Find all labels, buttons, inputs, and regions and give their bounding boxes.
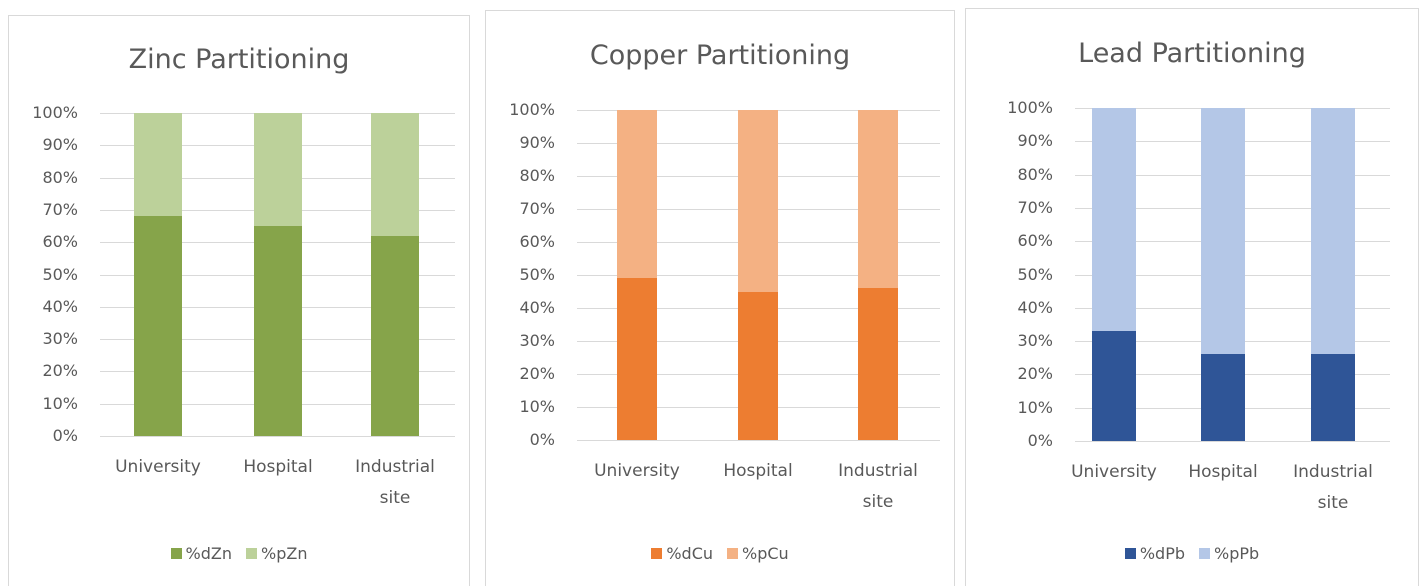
x-tick-label: University — [594, 461, 680, 481]
x-tick-label: University — [115, 457, 201, 477]
bar-segment — [858, 110, 898, 289]
y-tick-label: 50% — [1017, 264, 1053, 284]
bar-segment — [617, 278, 657, 440]
x-tick-label: Industrial site — [355, 457, 435, 508]
bar-segment — [254, 226, 302, 436]
y-tick-label: 20% — [1017, 364, 1053, 384]
grid-line — [1075, 441, 1390, 442]
bar-segment — [1092, 108, 1136, 332]
legend-swatch — [1199, 547, 1210, 559]
legend-item: %pZn — [246, 544, 307, 563]
chart-title: Copper Partitioning — [589, 40, 851, 71]
legend-label: %dPb — [1139, 543, 1185, 563]
y-tick-label: 60% — [1017, 231, 1053, 251]
y-tick-label: 20% — [42, 361, 78, 381]
y-tick-label: 100% — [32, 103, 78, 122]
legend-item: %dCu — [651, 544, 713, 563]
legend-swatch — [651, 547, 663, 559]
x-tick-label: University — [1071, 462, 1157, 482]
y-tick-label: 40% — [1017, 297, 1053, 317]
y-tick-label: 30% — [1017, 331, 1053, 351]
y-tick-label: 80% — [519, 166, 555, 185]
y-tick-label: 100% — [1007, 98, 1053, 117]
legend: %dCu %pCu — [485, 542, 955, 564]
y-tick-label: 90% — [1017, 131, 1053, 151]
legend-label: %dCu — [666, 543, 713, 563]
bar-segment — [254, 113, 302, 227]
y-tick-label: 10% — [519, 397, 555, 416]
bar-segment — [1201, 108, 1245, 355]
y-tick-label: 40% — [42, 296, 78, 316]
bar-segment — [1311, 108, 1355, 355]
y-tick-label: 50% — [519, 265, 555, 284]
bar-segment — [738, 291, 778, 440]
y-tick-label: 60% — [519, 232, 555, 251]
y-tick-label: 0% — [1027, 431, 1053, 450]
y-tick-label: 80% — [1017, 164, 1053, 184]
x-tick-label: Industrial site — [838, 461, 918, 512]
y-tick-label: 40% — [519, 298, 555, 317]
y-tick-label: 80% — [42, 167, 78, 187]
bar-segment — [134, 216, 182, 436]
x-tick-label: Hospital — [243, 457, 313, 477]
legend: %dZn %pZn — [8, 542, 470, 564]
y-tick-label: 90% — [42, 135, 78, 155]
legend-item: %dPb — [1124, 543, 1185, 563]
y-tick-label: 20% — [519, 364, 555, 383]
bar-segment — [617, 110, 657, 279]
y-tick-label: 30% — [519, 331, 555, 350]
chart-title: Zinc Partitioning — [128, 44, 350, 75]
bar-segment — [371, 113, 419, 236]
bar-segment — [1092, 331, 1136, 441]
bar-segment — [858, 288, 898, 440]
x-tick-label: Hospital — [723, 461, 793, 481]
legend-item: %dZn — [170, 543, 232, 563]
y-tick-label: 0% — [52, 426, 78, 445]
y-tick-label: 90% — [519, 133, 555, 152]
bar-segment — [371, 235, 419, 436]
legend-item: %pCu — [727, 544, 789, 563]
chart-title: Lead Partitioning — [1078, 38, 1306, 69]
y-tick-label: 60% — [42, 232, 78, 252]
y-tick-label: 100% — [509, 100, 555, 119]
y-tick-label: 0% — [529, 430, 555, 449]
y-tick-label: 10% — [42, 393, 78, 413]
legend-label: %pPb — [1214, 543, 1260, 563]
bar-segment — [738, 110, 778, 292]
bar-segment — [134, 113, 182, 217]
legend: %dPb %pPb — [965, 542, 1419, 564]
y-tick-label: 70% — [42, 199, 78, 219]
legend-swatch — [246, 547, 257, 559]
bar-segment — [1311, 354, 1355, 441]
legend-swatch — [727, 547, 738, 559]
x-tick-label: Hospital — [1188, 462, 1258, 482]
y-tick-label: 50% — [42, 264, 78, 284]
legend-swatch — [1124, 547, 1136, 559]
legend-label: %dZn — [185, 543, 232, 563]
legend-item: %pPb — [1199, 544, 1259, 563]
x-tick-label: Industrial site — [1293, 462, 1373, 513]
legend-label: %pZn — [261, 543, 308, 563]
y-tick-label: 10% — [1017, 397, 1053, 417]
y-tick-label: 70% — [1017, 197, 1053, 217]
legend-label: %pCu — [742, 543, 789, 563]
y-tick-label: 30% — [42, 329, 78, 349]
grid-line — [577, 440, 940, 441]
grid-line — [100, 436, 455, 437]
y-tick-label: 70% — [519, 199, 555, 218]
bar-segment — [1201, 354, 1245, 441]
legend-swatch — [170, 547, 182, 559]
